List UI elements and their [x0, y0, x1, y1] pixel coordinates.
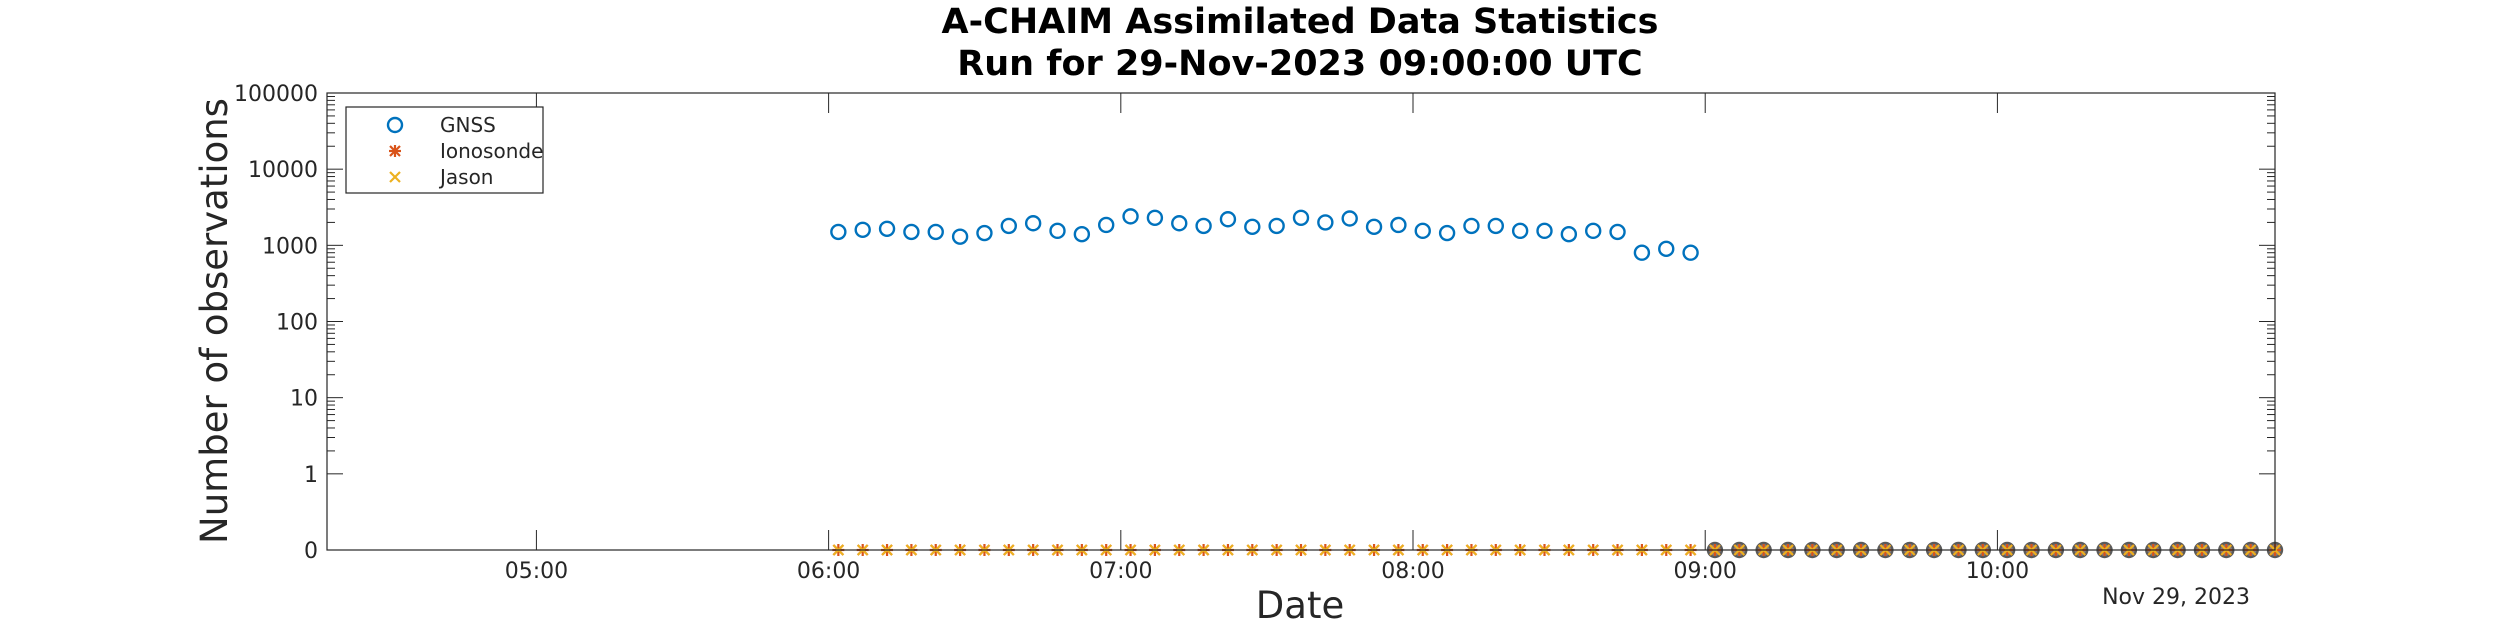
legend-label: Jason	[438, 165, 494, 189]
gnss-point	[1171, 215, 1188, 232]
gnss-point	[1317, 214, 1334, 231]
legend-marker-jason	[389, 171, 401, 183]
gnss-point	[1682, 244, 1699, 261]
gnss-point	[1536, 222, 1553, 240]
y-tick-label: 0	[304, 539, 318, 564]
gnss-point	[1049, 222, 1066, 240]
y-tick-label: 100	[276, 311, 318, 336]
gnss-point	[1584, 222, 1602, 240]
gnss-point	[1219, 211, 1237, 228]
gnss-point	[927, 223, 944, 241]
x-tick-label: 09:00	[1674, 559, 1737, 584]
gnss-point	[1438, 224, 1456, 242]
gnss-point	[903, 223, 920, 241]
gnss-point	[1292, 209, 1310, 226]
gnss-point	[1365, 218, 1383, 236]
gnss-point	[1244, 218, 1261, 236]
legend-label: GNSS	[440, 113, 496, 137]
legend-label: Ionosonde	[440, 139, 543, 163]
gnss-point	[1341, 210, 1358, 227]
gnss-point	[1097, 216, 1115, 234]
x-tick-label: 08:00	[1381, 559, 1444, 584]
x-axis-label: Date	[1256, 584, 1344, 625]
x-tick-label: 05:00	[505, 559, 568, 584]
y-tick-label: 1	[304, 463, 318, 488]
gnss-point	[1122, 208, 1139, 225]
gnss-point	[1195, 217, 1212, 235]
gnss-point	[951, 228, 969, 245]
gnss-point	[830, 223, 847, 241]
chart-title: A-CHAIM Assimilated Data Statistics	[942, 2, 1659, 42]
y-tick-label: 1000	[262, 234, 318, 259]
gnss-point	[1633, 244, 1651, 261]
gnss-point	[1609, 223, 1626, 241]
chart-subtitle: Run for 29-Nov-2023 09:00:00 UTC	[957, 44, 1642, 84]
gnss-point	[854, 221, 871, 238]
gnss-point	[1000, 217, 1017, 235]
x-tick-label: 10:00	[1966, 559, 2029, 584]
gnss-point	[1414, 222, 1431, 240]
legend-marker-ionosonde	[389, 145, 401, 157]
legend-marker-gnss	[386, 116, 404, 134]
gnss-point	[1658, 240, 1675, 258]
date-annotation: Nov 29, 2023	[2102, 585, 2250, 610]
gnss-point	[1487, 217, 1505, 235]
plot-area-frame	[326, 92, 2276, 551]
y-tick-label: 10000	[248, 158, 318, 183]
gnss-point	[1073, 226, 1091, 243]
gnss-point	[1146, 209, 1164, 226]
gnss-point	[878, 220, 896, 237]
y-tick-label: 100000	[234, 82, 318, 107]
x-tick-label: 07:00	[1089, 559, 1152, 584]
gnss-point	[1268, 217, 1285, 235]
gnss-point	[1511, 222, 1529, 240]
y-axis-label: Number of observations	[193, 98, 236, 544]
data-marks	[830, 208, 2284, 559]
x-tick-labels: 05:00 06:00 07:00 08:00 09:00 10:00	[505, 559, 2029, 584]
legend-box	[345, 106, 544, 194]
y-tick-labels: 0 1 10 100 1000 10000 100000	[234, 82, 318, 564]
axis-ticks	[327, 92, 2275, 551]
gnss-point	[1560, 226, 1578, 243]
y-tick-label: 10	[290, 387, 318, 412]
gnss-point	[976, 224, 993, 242]
gnss-point	[1024, 215, 1042, 232]
gnss-point	[1463, 217, 1480, 235]
gnss-point	[1390, 216, 1407, 234]
x-tick-label: 06:00	[797, 559, 860, 584]
